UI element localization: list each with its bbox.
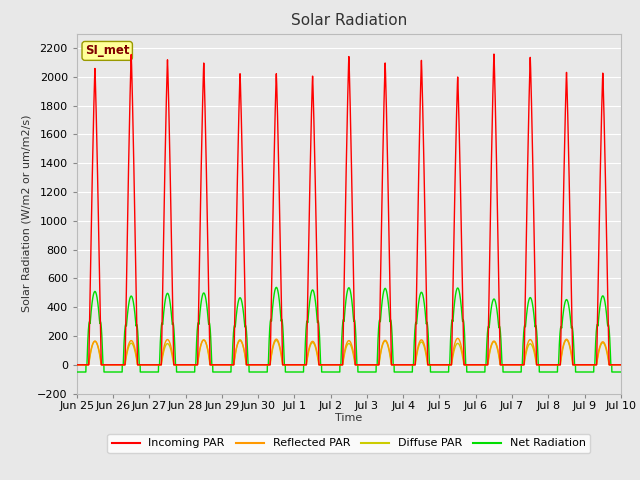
- Line: Net Radiation: Net Radiation: [77, 288, 621, 372]
- Title: Solar Radiation: Solar Radiation: [291, 13, 407, 28]
- Legend: Incoming PAR, Reflected PAR, Diffuse PAR, Net Radiation: Incoming PAR, Reflected PAR, Diffuse PAR…: [108, 434, 590, 453]
- Diffuse PAR: [441, 362, 449, 368]
- X-axis label: Time: Time: [335, 413, 362, 423]
- Incoming PAR: [490, 51, 498, 57]
- Incoming PAR: [171, 362, 179, 368]
- Reflected PAR: [171, 362, 179, 368]
- Incoming PAR: [617, 362, 625, 368]
- Net Radiation: [502, 369, 509, 375]
- Incoming PAR: [616, 362, 624, 368]
- Y-axis label: Solar Radiation (W/m2 or um/m2/s): Solar Radiation (W/m2 or um/m2/s): [22, 115, 32, 312]
- Net Radiation: [73, 369, 81, 375]
- Incoming PAR: [328, 362, 336, 368]
- Reflected PAR: [471, 362, 479, 368]
- Diffuse PAR: [616, 362, 624, 368]
- Diffuse PAR: [471, 362, 479, 368]
- Diffuse PAR: [236, 337, 244, 343]
- Line: Incoming PAR: Incoming PAR: [77, 54, 621, 365]
- Reflected PAR: [73, 362, 81, 368]
- Diffuse PAR: [329, 362, 337, 368]
- Text: SI_met: SI_met: [85, 44, 129, 58]
- Reflected PAR: [328, 362, 336, 368]
- Net Radiation: [441, 369, 449, 375]
- Diffuse PAR: [171, 362, 179, 368]
- Line: Reflected PAR: Reflected PAR: [77, 338, 621, 365]
- Reflected PAR: [502, 362, 509, 368]
- Net Radiation: [273, 285, 280, 290]
- Line: Diffuse PAR: Diffuse PAR: [77, 340, 621, 365]
- Incoming PAR: [502, 362, 509, 368]
- Diffuse PAR: [617, 362, 625, 368]
- Net Radiation: [171, 337, 179, 343]
- Net Radiation: [471, 369, 479, 375]
- Reflected PAR: [616, 362, 624, 368]
- Incoming PAR: [440, 362, 448, 368]
- Incoming PAR: [471, 362, 479, 368]
- Net Radiation: [617, 369, 625, 375]
- Incoming PAR: [73, 362, 81, 368]
- Diffuse PAR: [73, 362, 81, 368]
- Reflected PAR: [617, 362, 625, 368]
- Net Radiation: [616, 369, 624, 375]
- Net Radiation: [329, 369, 337, 375]
- Diffuse PAR: [502, 362, 509, 368]
- Reflected PAR: [440, 362, 448, 368]
- Reflected PAR: [454, 336, 461, 341]
